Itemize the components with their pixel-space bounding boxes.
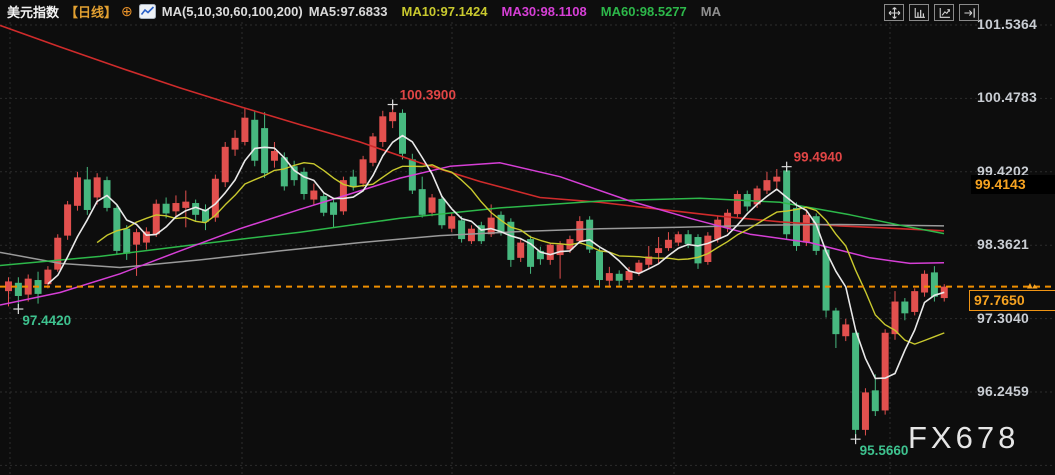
jump-latest-button[interactable] (959, 4, 979, 21)
move-cross-icon (888, 6, 900, 19)
move-tool-button[interactable] (884, 4, 904, 21)
axis-price-label: 98.3621 (977, 236, 1030, 253)
svg-text:100.3900: 100.3900 (400, 88, 456, 103)
add-indicator-icon[interactable]: ⊕ (121, 2, 133, 19)
candlestick-chart-icon[interactable] (138, 3, 156, 19)
axis-scale-button[interactable] (909, 4, 929, 21)
reference-price-tag: 99.4143 (971, 175, 1055, 195)
ma-legend-item: MA10:97.1424 (401, 3, 488, 19)
price-alert-icon[interactable] (1026, 276, 1039, 294)
chart-header: 美元指数 【日线】 ⊕ MA(5,10,30,60,100,200) MA5:9… (0, 0, 1055, 22)
arrow-to-bar-icon (963, 7, 975, 18)
axis-price-label: 100.4783 (977, 89, 1037, 106)
fx678-watermark: FX678 (908, 420, 1020, 455)
svg-text:99.4940: 99.4940 (794, 150, 843, 165)
ma-legend-item: MA30:98.1108 (501, 3, 587, 19)
svg-text:97.4420: 97.4420 (22, 313, 71, 328)
axis-bars-icon (914, 7, 925, 18)
svg-text:95.5660: 95.5660 (860, 443, 909, 458)
ma-legend-item: MA (700, 3, 721, 19)
axis-price-label: 96.2459 (977, 383, 1030, 399)
axis-price-label: 101.5364 (977, 16, 1037, 32)
ma-legend-item: MA60:98.5277 (600, 3, 687, 19)
zoom-chart-button[interactable] (934, 4, 954, 21)
current-price-tag: 97.7650 (969, 289, 1055, 311)
axis-trend-icon (939, 7, 950, 18)
timeframe-label[interactable]: 【日线】 (65, 4, 118, 20)
ma-legend-item: MA5:97.6833 (308, 3, 388, 19)
ma-settings-label: MA(5,10,30,60,100,200) (161, 3, 303, 19)
instrument-title: 美元指数 (7, 4, 60, 20)
chart-toolbar (884, 4, 979, 21)
ma-legend: MA5:97.6833 MA10:97.1424 MA30:98.1108 MA60:… (309, 4, 721, 19)
axis-price-label: 99.4202 (977, 162, 1030, 179)
axis-price-label: 97.3040 (977, 309, 1030, 326)
